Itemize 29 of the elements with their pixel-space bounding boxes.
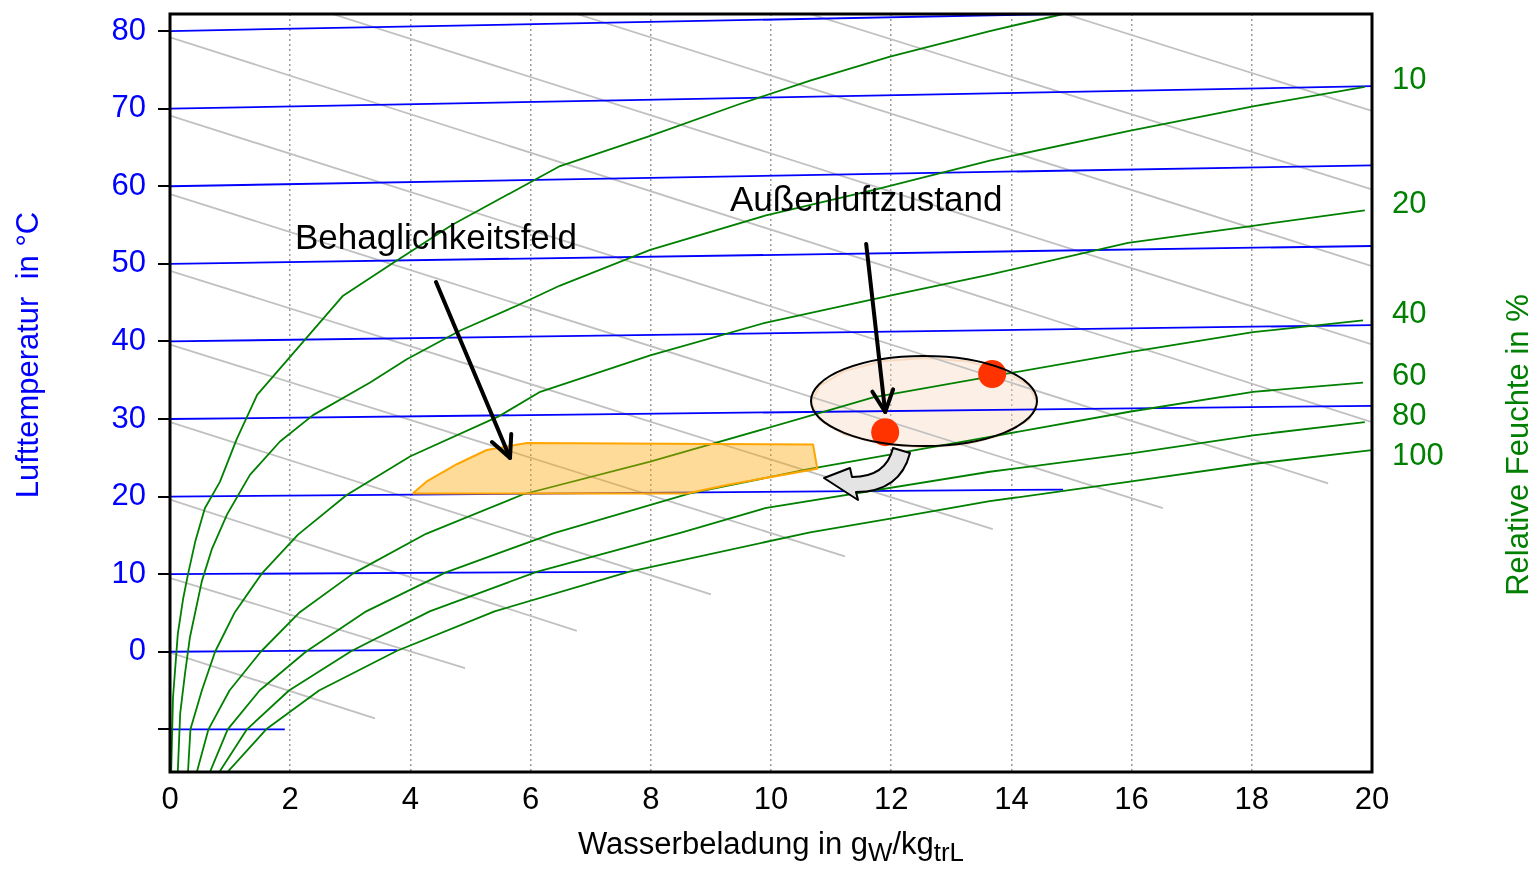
x-tick-label: 6 (521, 781, 540, 817)
x-tick-label: 2 (281, 781, 299, 817)
y-axis-title: Lufttemperatur in °C (10, 211, 46, 499)
series-label: 100 (1392, 437, 1444, 473)
y-tick-label: 80 (111, 11, 146, 47)
y-tick-label: 0 (128, 632, 146, 668)
y-tick-label: 20 (111, 477, 146, 513)
x-tick-label: 14 (994, 781, 1029, 817)
x-tick-label: 16 (1114, 781, 1149, 817)
x-tick-label: 18 (1234, 781, 1270, 817)
y-tick-label: 70 (111, 89, 146, 125)
x-tick-label: 8 (642, 781, 660, 817)
y-tick-label: 40 (111, 321, 146, 357)
x-tick-label: 4 (401, 781, 420, 817)
x-axis-title: Wasserbeladung in g$_{W}$/kg$_{trL}$ (577, 826, 965, 868)
x-tick-label: 12 (873, 781, 909, 817)
x-tick-label: 20 (1354, 781, 1390, 817)
series-label: 20 (1392, 184, 1427, 220)
x-tick-label: 0 (161, 781, 179, 817)
y-tick-label: 30 (111, 399, 146, 435)
y-tick-label: 50 (111, 244, 146, 280)
y2-axis-title: Relative Feuchte in % (1500, 294, 1536, 596)
series-label: 60 (1392, 357, 1427, 393)
series-label: 10 (1392, 61, 1427, 97)
series-label: 80 (1392, 397, 1427, 433)
x-tick-label: 10 (753, 781, 789, 817)
y-tick-label: 60 (111, 166, 146, 202)
series-label: 40 (1392, 295, 1427, 331)
y-tick-label: 10 (111, 554, 146, 590)
